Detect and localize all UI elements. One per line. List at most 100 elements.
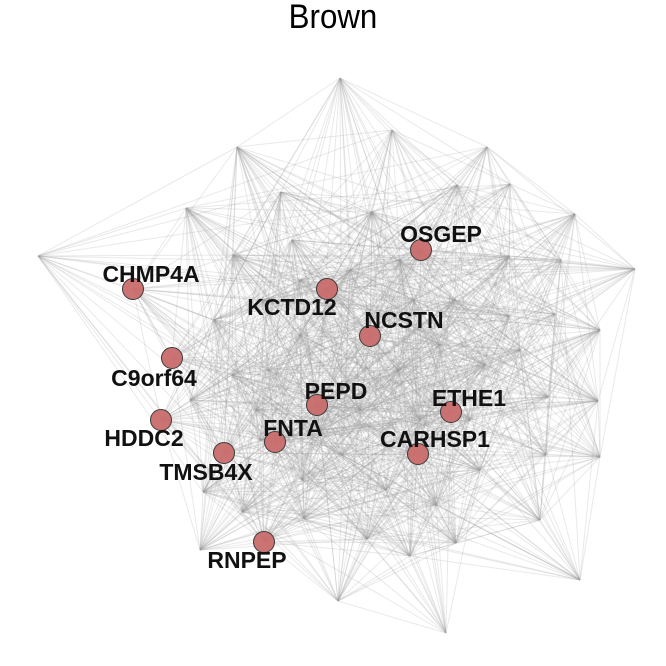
network-edge (241, 335, 371, 513)
network-edge (479, 329, 601, 471)
network-edge (456, 184, 471, 421)
network-edge (202, 453, 419, 493)
network-edge (417, 146, 488, 455)
network-edge (274, 313, 556, 443)
network-edge (223, 452, 541, 521)
network-edge (261, 299, 601, 331)
network-edge (132, 288, 233, 376)
network-edge (199, 364, 486, 551)
network-edge (37, 255, 225, 454)
network-edge (202, 329, 601, 493)
network-edge (232, 254, 437, 506)
network-edge (469, 329, 601, 421)
network-edge (274, 211, 373, 443)
network-edge (261, 299, 371, 337)
network-edge (439, 315, 510, 346)
network-edge (259, 269, 351, 441)
network-edge (280, 191, 471, 421)
network-edge (185, 207, 265, 543)
network-edge (349, 269, 419, 455)
network-edge (397, 259, 562, 371)
network-edge (450, 255, 510, 413)
network-edge (420, 184, 458, 251)
network-edge (301, 369, 399, 481)
network-edge (371, 183, 511, 213)
network-edge (359, 335, 371, 411)
network-edge (263, 329, 601, 543)
network-edge (185, 207, 269, 371)
network-edge (171, 288, 328, 359)
network-edge (299, 279, 601, 458)
network-edge (267, 299, 415, 371)
network-edge (439, 344, 452, 413)
network-edge (274, 299, 456, 443)
network-edge (399, 259, 547, 456)
network-edge (291, 239, 318, 406)
network-edge (223, 334, 301, 454)
network-edge (267, 334, 301, 371)
network-edge (259, 439, 601, 458)
network-edge (413, 299, 556, 315)
network-edge (291, 239, 481, 471)
network-edge (241, 511, 457, 544)
network-edge (202, 489, 387, 493)
network-edge (263, 259, 401, 543)
network-edge (299, 269, 351, 281)
network-edge (391, 129, 581, 581)
network-edge (301, 479, 411, 557)
network-edge (484, 364, 599, 402)
network-edge (417, 329, 601, 455)
network-edge (366, 396, 549, 540)
network-edge (231, 335, 371, 376)
network-edge (261, 299, 318, 406)
network-edge (263, 396, 549, 543)
network-edge (349, 269, 371, 337)
network-edge (202, 491, 581, 581)
network-edge (299, 334, 387, 491)
network-edge (255, 409, 261, 441)
network-edge (299, 334, 547, 456)
network-edge (132, 269, 351, 290)
network-edge (366, 315, 510, 540)
network-edge (435, 255, 510, 506)
network-edge (261, 299, 521, 351)
network-edge (185, 207, 373, 213)
network-edge (409, 453, 419, 557)
network-edge (213, 211, 373, 321)
network-edge (508, 259, 562, 317)
network-edge (160, 419, 419, 455)
network-edge (202, 491, 265, 543)
network-edge (349, 259, 401, 271)
network-edge (202, 349, 521, 493)
network-edge (366, 538, 457, 544)
network-edge (409, 315, 510, 557)
network-edge (171, 184, 458, 359)
network-edge (263, 429, 321, 543)
network-edge (326, 288, 556, 315)
network-edge (326, 288, 361, 411)
network-edge (236, 146, 601, 331)
network-edge (255, 369, 399, 411)
network-edge (171, 349, 521, 359)
network-edge (349, 183, 511, 271)
network-edge (199, 504, 437, 551)
hub-gene-label-c9orf64: C9orf64 (111, 365, 197, 391)
network-edge (213, 77, 341, 321)
network-edge (303, 419, 471, 520)
network-edge (450, 411, 601, 458)
network-edge (413, 213, 576, 301)
network-edge (189, 399, 257, 411)
network-edge (160, 369, 399, 421)
network-edge (391, 129, 422, 251)
network-edge (189, 349, 521, 401)
network-edge (223, 452, 387, 491)
network-edge (274, 441, 305, 520)
network-edge (274, 191, 282, 443)
network-edge (255, 409, 452, 413)
network-edge (299, 259, 401, 281)
network-edge (420, 249, 486, 366)
network-edge (236, 146, 318, 406)
network-edge (319, 419, 471, 431)
network-edge (132, 279, 301, 290)
network-edge (132, 191, 282, 290)
